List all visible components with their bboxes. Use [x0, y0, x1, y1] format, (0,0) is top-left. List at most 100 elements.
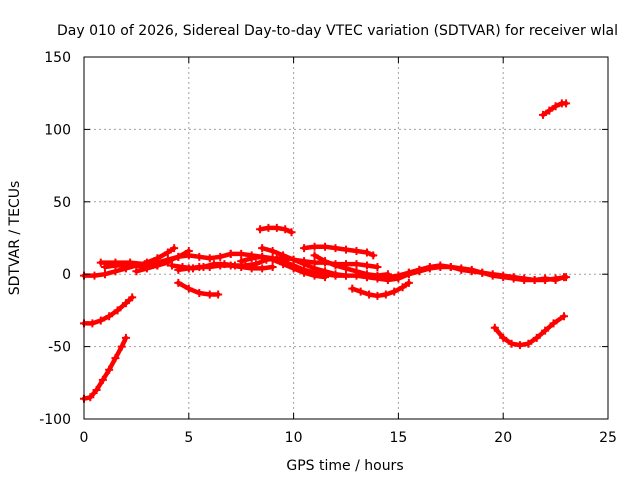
data-point	[226, 261, 235, 270]
data-point	[258, 264, 267, 273]
data-point	[96, 258, 105, 267]
data-point	[446, 262, 455, 271]
data-point	[373, 274, 382, 283]
data-point	[342, 264, 350, 273]
data-point	[425, 262, 434, 271]
series-group	[80, 99, 571, 403]
data-point	[390, 287, 399, 296]
data-point	[532, 333, 541, 342]
data-point	[404, 268, 413, 277]
data-point	[258, 244, 267, 253]
data-point	[539, 110, 548, 119]
data-point	[321, 267, 330, 276]
series-trace-21	[490, 312, 568, 350]
x-axis-label: GPS time / hours	[286, 458, 403, 474]
data-point	[216, 252, 225, 261]
data-point	[541, 326, 550, 335]
data-point	[226, 249, 235, 258]
data-point	[348, 284, 357, 293]
data-point	[457, 264, 466, 273]
data-point	[281, 225, 290, 234]
data-point	[237, 249, 246, 258]
data-point	[170, 244, 179, 253]
data-point	[237, 257, 246, 266]
data-point	[342, 245, 350, 254]
data-point	[174, 278, 183, 287]
data-point	[509, 273, 518, 282]
data-point	[117, 342, 126, 351]
y-tick-label: 100	[44, 122, 71, 138]
x-tick-label: 20	[494, 430, 512, 446]
data-point	[247, 254, 256, 263]
data-point	[524, 339, 533, 348]
data-point	[545, 106, 554, 115]
data-point	[195, 252, 204, 261]
y-tick-label: 0	[62, 267, 71, 283]
chart-title: Day 010 of 2026, Sidereal Day-to-day VTE…	[57, 23, 618, 39]
data-point	[272, 223, 281, 232]
x-tick-label: 15	[389, 430, 407, 446]
y-tick-label: 50	[53, 195, 71, 211]
data-point	[342, 271, 350, 280]
data-point	[205, 262, 214, 271]
data-point	[163, 255, 172, 264]
data-point	[264, 223, 273, 232]
data-point	[373, 291, 382, 300]
data-point	[381, 290, 390, 299]
series-trace-18	[348, 278, 413, 300]
data-point	[174, 265, 183, 274]
data-point	[331, 261, 340, 270]
data-point	[331, 244, 340, 253]
y-tick-label: -50	[48, 340, 71, 356]
data-point	[287, 228, 296, 237]
data-point	[184, 264, 193, 273]
data-point	[369, 251, 378, 260]
data-point	[352, 267, 361, 276]
data-point	[562, 99, 571, 108]
data-point	[499, 333, 508, 342]
ticks: 0 5 10 15 20 25 -100 -50 0 50 100 150	[39, 50, 617, 446]
x-tick-label: 5	[184, 430, 193, 446]
data-point	[289, 255, 298, 264]
data-point	[394, 271, 403, 280]
data-point	[559, 312, 568, 321]
data-point	[300, 244, 309, 253]
data-point	[121, 261, 130, 270]
data-point	[541, 274, 550, 283]
data-point	[96, 316, 105, 325]
data-point	[90, 271, 99, 280]
data-point	[128, 293, 137, 302]
series-line	[81, 335, 129, 401]
data-point	[216, 261, 225, 270]
data-point	[121, 299, 130, 308]
data-point	[184, 247, 193, 256]
data-point	[256, 225, 265, 234]
data-point	[362, 248, 371, 257]
data-point	[515, 341, 524, 350]
data-point	[205, 254, 214, 263]
data-point	[415, 265, 424, 274]
data-point	[499, 271, 508, 280]
data-point	[362, 273, 371, 282]
series-trace-7	[142, 247, 193, 270]
data-point	[362, 261, 371, 270]
data-point	[268, 254, 277, 263]
plot-border	[83, 56, 609, 420]
x-tick-label: 0	[80, 430, 89, 446]
data-point	[247, 264, 256, 273]
data-point	[331, 270, 340, 279]
y-axis-label: SDTVAR / TECUs	[7, 181, 23, 296]
data-point	[195, 262, 204, 271]
data-point	[356, 287, 365, 296]
data-point	[398, 283, 407, 292]
data-point	[507, 339, 516, 348]
data-point	[174, 252, 183, 261]
data-point	[365, 290, 374, 299]
series-trace-13	[256, 223, 296, 237]
series-trace-16	[300, 242, 378, 260]
data-point	[520, 274, 529, 283]
data-point	[105, 312, 114, 321]
data-point	[268, 262, 277, 271]
